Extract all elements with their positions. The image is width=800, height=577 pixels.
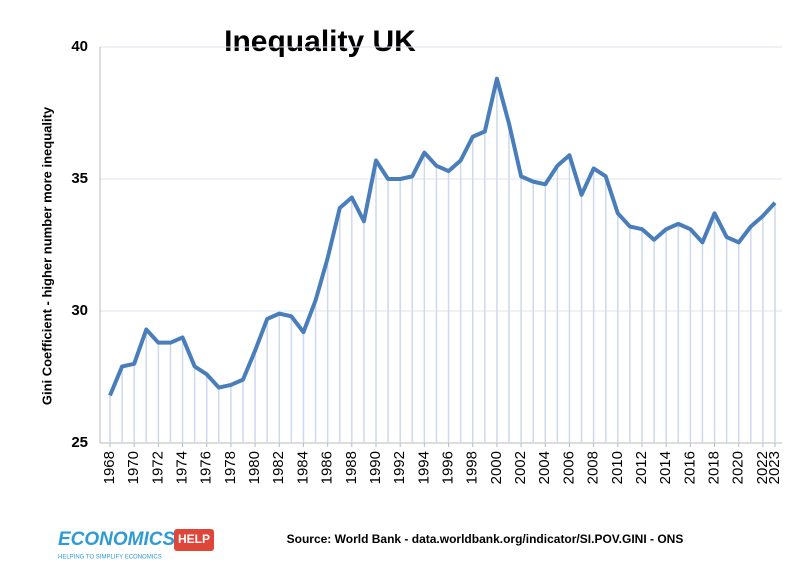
x-tick-label: 1998	[464, 451, 481, 484]
logo-badge: HELP	[178, 532, 210, 546]
x-tick-label: 1978	[222, 451, 239, 484]
x-tick-label: 2004	[536, 451, 553, 484]
logo-badge-bg	[174, 529, 214, 551]
x-tick-label: 1976	[198, 451, 215, 484]
logo-text: ECONOMICS	[58, 529, 176, 550]
y-tick-label: 40	[71, 38, 88, 55]
x-tick-label: 2008	[585, 451, 602, 484]
x-tick-label: 1970	[125, 451, 142, 484]
y-axis-label: Gini Coefficient - higher number more in…	[39, 106, 54, 405]
x-tick-label: 2010	[609, 451, 626, 484]
x-tick-label: 1968	[101, 451, 118, 484]
x-tick-label: 2016	[681, 451, 698, 484]
x-tick-label: 2002	[512, 451, 529, 484]
x-tick-label: 1972	[149, 451, 166, 484]
x-tick-label: 1986	[319, 451, 336, 484]
x-tick-label: 2020	[730, 451, 747, 484]
x-tick-label: 1982	[270, 451, 287, 484]
x-tick-label: 2023	[766, 451, 783, 484]
x-tick-label: 2006	[560, 451, 577, 484]
x-tick-label: 1974	[174, 451, 191, 484]
x-tick-label: 1984	[294, 451, 311, 484]
data-line	[108, 76, 777, 397]
x-tick-label: 1992	[391, 451, 408, 484]
x-tick-label: 2018	[706, 451, 723, 484]
source-note: Source: World Bank - data.worldbank.org/…	[287, 532, 684, 546]
x-tick-label: 2014	[657, 451, 674, 484]
chart-title: Inequality UK	[224, 25, 416, 58]
x-tick-label: 1994	[415, 451, 432, 484]
x-tick-label: 1988	[343, 451, 360, 484]
x-tick-label: 2000	[488, 451, 505, 484]
x-tick-label: 1990	[367, 451, 384, 484]
x-tick-label: 1996	[440, 451, 457, 484]
y-tick-label: 25	[71, 434, 88, 451]
x-tick-label: 2012	[633, 451, 650, 484]
x-tick-label: 1980	[246, 451, 263, 484]
logo-tagline: HELPING TO SIMPLIFY ECONOMICS	[58, 555, 162, 561]
y-tick-label: 35	[71, 170, 88, 187]
logo: ECONOMICS HELP HELPING TO SIMPLIFY ECONO…	[58, 529, 214, 561]
x-tick-label: 2022	[754, 451, 771, 484]
y-tick-label: 30	[71, 302, 88, 319]
